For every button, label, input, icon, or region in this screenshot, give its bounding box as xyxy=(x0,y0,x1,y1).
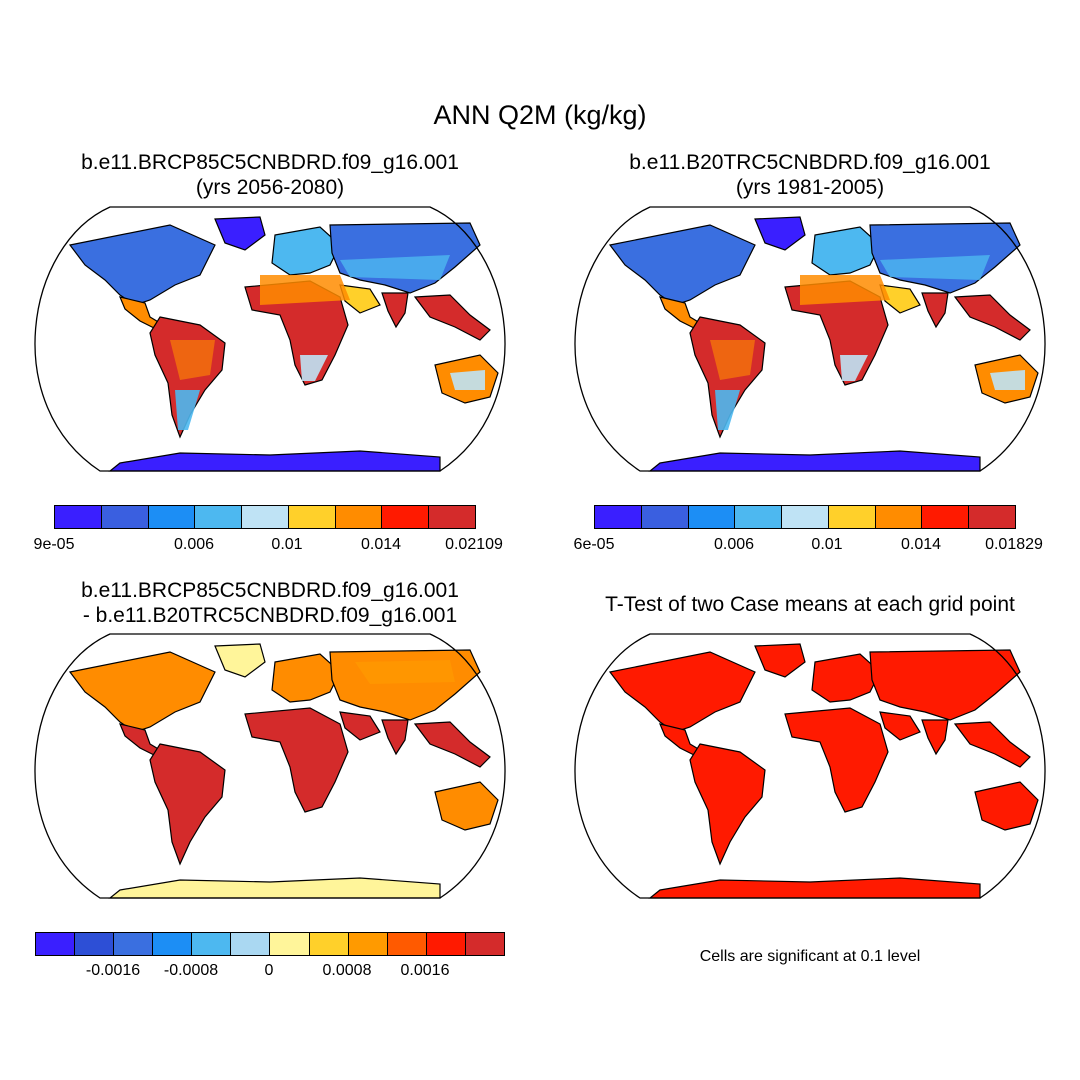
colorbar-swatch xyxy=(595,506,642,528)
landmass-india xyxy=(921,719,949,756)
colorbar-panel-3 xyxy=(35,932,505,956)
colorbar-swatch xyxy=(231,933,271,955)
panel-3-title: b.e11.BRCP85C5CNBDRD.f09_g16.001 - b.e11… xyxy=(10,578,530,628)
colorbar-3-label: -0.0008 xyxy=(163,962,219,979)
panel-1-title-years: (yrs 2056-2080) xyxy=(195,176,345,199)
map-frame xyxy=(574,206,1046,472)
colorbar-1-label: 0.006 xyxy=(173,536,215,553)
colorbar-1-label: 0.02109 xyxy=(445,536,503,553)
landmass-africa xyxy=(244,707,349,813)
colorbar-2-label: 0.014 xyxy=(900,536,942,553)
colorbar-swatch xyxy=(426,933,466,955)
landmass-seAsia xyxy=(413,294,491,341)
landmass-europe xyxy=(271,226,341,276)
colorbar-2-label: 6e-05 xyxy=(573,536,615,553)
landmass-europe xyxy=(271,653,341,703)
map-panel-1 xyxy=(34,206,506,472)
map-panel-4 xyxy=(574,633,1046,899)
colorbar-swatch xyxy=(348,933,388,955)
colorbar-swatch xyxy=(114,933,154,955)
landmass-greenland xyxy=(754,216,806,251)
colorbar-swatch xyxy=(55,506,102,528)
colorbar-3-label: 0 xyxy=(264,962,274,979)
colorbar-swatch xyxy=(309,933,349,955)
colorbar-panel-2 xyxy=(594,505,1016,529)
colorbar-swatch xyxy=(153,933,193,955)
landmass-europe xyxy=(811,226,881,276)
colorbar-swatch xyxy=(828,506,876,528)
colorbar-swatch xyxy=(641,506,689,528)
colorbar-2-label: 0.01 xyxy=(811,536,843,553)
colorbar-3-label: 0.0008 xyxy=(322,962,372,979)
map-frame xyxy=(34,206,506,472)
landmass-australia xyxy=(974,781,1039,831)
colorbar-swatch xyxy=(75,933,115,955)
colorbar-2-label: 0.01829 xyxy=(985,536,1043,553)
significance-note: Cells are significant at 0.1 level xyxy=(699,948,921,965)
landmass-india xyxy=(381,292,409,329)
colorbar-1-label: 0.01 xyxy=(271,536,303,553)
landmass-africa xyxy=(784,707,889,813)
landmass-greenland xyxy=(754,643,806,678)
colorbar-swatch xyxy=(969,506,1016,528)
colorbar-swatch xyxy=(382,506,430,528)
colorbar-3-label: 0.0016 xyxy=(400,962,450,979)
landmass-arabia xyxy=(339,711,381,741)
colorbar-swatch xyxy=(429,506,476,528)
colorbar-swatch xyxy=(735,506,783,528)
landmass-northAmerica xyxy=(608,224,756,306)
map-panel-2 xyxy=(574,206,1046,472)
colorbar-swatch xyxy=(101,506,149,528)
landmass-southAmerica xyxy=(149,743,226,866)
colorbar-3-label: -0.0016 xyxy=(85,962,141,979)
colorbar-swatch xyxy=(288,506,336,528)
landmass-arabia xyxy=(879,711,921,741)
landmass-northAmerica xyxy=(68,651,216,733)
map-panel-3 xyxy=(34,633,506,899)
landmass-seAsia xyxy=(413,721,491,768)
landmass-southAmerica xyxy=(689,743,766,866)
colorbar-swatch xyxy=(192,933,232,955)
landmass-seAsia xyxy=(953,721,1031,768)
panel-1-title-case: b.e11.BRCP85C5CNBDRD.f09_g16.001 xyxy=(81,151,459,174)
landmass-asia xyxy=(869,649,1021,721)
colorbar-swatch xyxy=(465,933,504,955)
landmass-northAmerica xyxy=(608,651,756,733)
landmass-seAsia xyxy=(953,294,1031,341)
landmass-greenland xyxy=(214,643,266,678)
landmass-europe xyxy=(811,653,881,703)
panel-2-title-case: b.e11.B20TRC5CNBDRD.f09_g16.001 xyxy=(629,151,991,174)
panel-4-title: T-Test of two Case means at each grid po… xyxy=(605,593,1015,616)
colorbar-swatch xyxy=(270,933,310,955)
landmass-india xyxy=(381,719,409,756)
colorbar-panel-1 xyxy=(54,505,476,529)
colorbar-1-label: 0.014 xyxy=(360,536,402,553)
panel-3-title-case-b: - b.e11.B20TRC5CNBDRD.f09_g16.001 xyxy=(82,604,458,627)
colorbar-swatch xyxy=(335,506,383,528)
colorbar-2-label: 0.006 xyxy=(713,536,755,553)
colorbar-swatch xyxy=(875,506,923,528)
panel-2-title-years: (yrs 1981-2005) xyxy=(735,176,885,199)
colorbar-swatch xyxy=(148,506,196,528)
colorbar-swatch xyxy=(36,933,76,955)
colorbar-swatch xyxy=(922,506,970,528)
figure-title: ANN Q2M (kg/kg) xyxy=(433,100,647,130)
colorbar-swatch xyxy=(387,933,427,955)
colorbar-swatch xyxy=(688,506,736,528)
landmass-australia xyxy=(434,781,499,831)
colorbar-swatch xyxy=(242,506,289,528)
panel-3-title-case-a: b.e11.BRCP85C5CNBDRD.f09_g16.001 xyxy=(81,579,459,602)
panel-1-title: b.e11.BRCP85C5CNBDRD.f09_g16.001 (yrs 20… xyxy=(10,150,530,200)
landmass-india xyxy=(921,292,949,329)
colorbar-1-label: 9e-05 xyxy=(33,536,75,553)
map-frame xyxy=(574,633,1046,899)
landmass-northAmerica xyxy=(68,224,216,306)
colorbar-swatch xyxy=(195,506,243,528)
map-frame xyxy=(34,633,506,899)
panel-2-title: b.e11.B20TRC5CNBDRD.f09_g16.001 (yrs 198… xyxy=(550,150,1070,200)
colorbar-swatch xyxy=(782,506,829,528)
landmass-greenland xyxy=(214,216,266,251)
